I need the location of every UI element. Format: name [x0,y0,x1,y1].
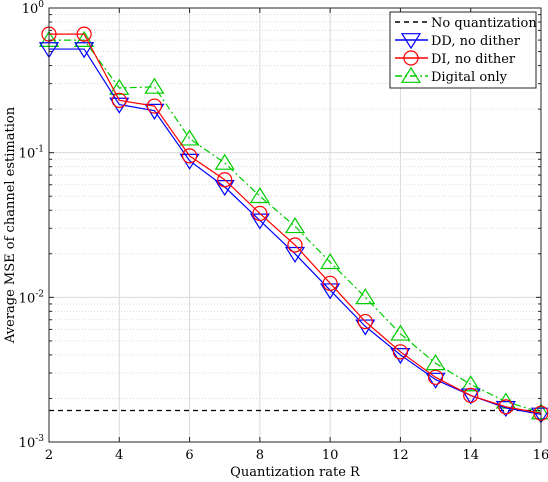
marker-triangle-down [284,246,306,264]
x-axis-label: Quantization rate R [230,465,361,480]
y-tick-label: 100 [22,0,45,17]
marker-triangle-up [320,252,341,270]
x-tick-label: 14 [462,448,479,463]
legend-label: DD, no dither [431,34,521,49]
marker-circle [146,98,163,114]
y-tick-label: 10-1 [19,145,44,162]
marker-triangle-up [144,77,165,94]
legend-item: No quantization [395,16,537,31]
y-tick-label: 10-2 [19,289,44,306]
marker-triangle-up [400,66,422,83]
marker-circle [392,344,409,360]
marker-triangle-up [425,354,446,371]
marker-triangle-up [460,375,481,392]
y-tick-label: 10-3 [19,434,45,451]
legend-label: Digital only [431,70,508,85]
marker-circle [463,387,479,403]
marker-circle [427,369,444,385]
x-tick-label: 4 [115,448,123,463]
series-line [49,33,542,414]
marker-circle [217,172,233,188]
x-tick-label: 2 [45,448,53,463]
x-tick-label: 16 [533,448,548,463]
x-tick-label: 10 [322,448,339,463]
marker-triangle-down [425,372,446,389]
marker-triangle-up [284,217,306,234]
legend-label: No quantization [431,16,537,31]
series-line [49,39,542,414]
marker-triangle-down [214,179,235,197]
marker-circle [498,399,514,415]
marker-circle [76,26,92,42]
legend-item: DI, no dither [395,50,516,67]
legend-label: DI, no dither [431,52,516,67]
marker-triangle-up [390,324,411,341]
series-line [49,48,542,416]
marker-circle [322,275,338,291]
marker-triangle-up [179,129,200,146]
marker-circle [252,205,268,222]
x-tick-label: 8 [256,448,264,463]
x-tick-label: 12 [392,448,409,463]
legend: No quantization DD, no dither DI, no dithe… [389,11,537,89]
marker-circle [357,313,373,330]
axes-box [48,7,542,443]
marker-triangle-down [400,33,422,50]
marker-triangle-up [249,186,270,204]
marker-circle [403,50,419,66]
y-axis-label: Average MSE of channel estimation [3,106,18,344]
marker-triangle-down [74,42,95,59]
marker-triangle-up [109,78,130,95]
legend-item: Digital only [395,66,508,85]
marker-circle [111,92,127,108]
marker-triangle-up [214,153,235,170]
marker-circle [287,237,303,253]
legend-item: DD, no dither [395,33,521,50]
marker-triangle-down [495,401,516,418]
x-tick-label: 6 [185,448,193,463]
marker-circle [181,148,198,164]
marker-triangle-up [355,288,376,305]
